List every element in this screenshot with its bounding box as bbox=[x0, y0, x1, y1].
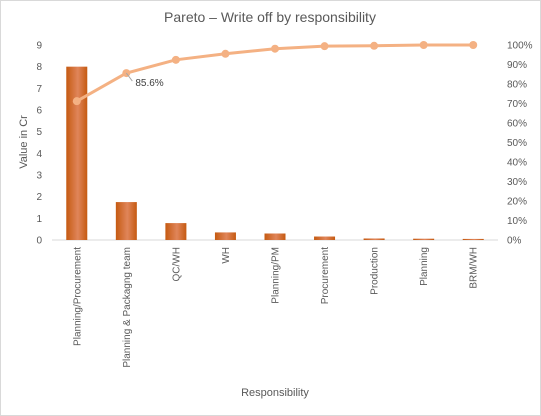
x-axis-title: Responsibility bbox=[241, 387, 309, 399]
y-tick-label: 4 bbox=[36, 149, 42, 160]
bar bbox=[66, 66, 88, 241]
bar bbox=[264, 233, 286, 240]
y-tick-label: 9 bbox=[36, 41, 42, 52]
y-tick-label: 8 bbox=[36, 62, 42, 73]
bar bbox=[413, 238, 435, 240]
cumulative-line bbox=[76, 43, 474, 103]
x-tick-label: WH bbox=[221, 247, 232, 264]
y-tick-label: 3 bbox=[36, 171, 42, 182]
y-tick-label: 6 bbox=[36, 106, 42, 117]
x-tick-label: BRM/WH bbox=[469, 247, 480, 289]
x-tick-label: Planning/PM bbox=[271, 247, 282, 304]
y-axis-title: Value in Cr bbox=[18, 115, 30, 169]
y-tick-label: 0 bbox=[36, 236, 42, 247]
bar bbox=[165, 223, 187, 240]
y2-tick-label: 0% bbox=[507, 236, 522, 247]
bar bbox=[462, 238, 484, 240]
y2-tick-label: 60% bbox=[507, 119, 527, 130]
y2-tick-label: 20% bbox=[507, 197, 527, 208]
cumulative-point bbox=[419, 41, 428, 49]
cumulative-point bbox=[221, 49, 230, 58]
data-label: 85.6% bbox=[135, 78, 163, 89]
y2-tick-label: 50% bbox=[507, 138, 527, 149]
y-tick-label: 2 bbox=[36, 192, 42, 203]
y2-tick-label: 90% bbox=[507, 60, 527, 71]
bar bbox=[115, 202, 137, 240]
cumulative-point bbox=[370, 41, 379, 50]
x-tick-label: Planning bbox=[419, 247, 430, 286]
y2-tick-label: 40% bbox=[507, 158, 527, 169]
y2-tick-label: 100% bbox=[507, 41, 533, 52]
cumulative-point bbox=[320, 42, 329, 51]
x-tick-label: Planning/Procurement bbox=[72, 247, 83, 346]
cumulative-point bbox=[72, 97, 81, 106]
x-tick-label: Planning & Packagng team bbox=[122, 247, 133, 368]
cumulative-point bbox=[271, 44, 279, 53]
chart-title: Pareto – Write off by responsibility bbox=[164, 9, 376, 25]
x-tick-label: Production bbox=[370, 247, 381, 295]
bar bbox=[314, 236, 336, 240]
bar bbox=[363, 238, 385, 240]
y2-tick-label: 70% bbox=[507, 99, 527, 110]
x-tick-label: QC/WH bbox=[171, 247, 182, 281]
data-label-leader bbox=[125, 72, 133, 82]
y2-tick-label: 10% bbox=[507, 216, 527, 227]
cumulative-point bbox=[171, 55, 180, 64]
bar bbox=[214, 232, 236, 240]
x-tick-label: Procurement bbox=[320, 247, 331, 304]
cumulative-point bbox=[469, 41, 478, 49]
y-tick-label: 1 bbox=[36, 214, 42, 225]
y2-tick-label: 30% bbox=[507, 177, 527, 188]
y-tick-label: 7 bbox=[36, 84, 42, 95]
y2-tick-label: 80% bbox=[507, 80, 527, 91]
y-tick-label: 5 bbox=[36, 127, 42, 138]
